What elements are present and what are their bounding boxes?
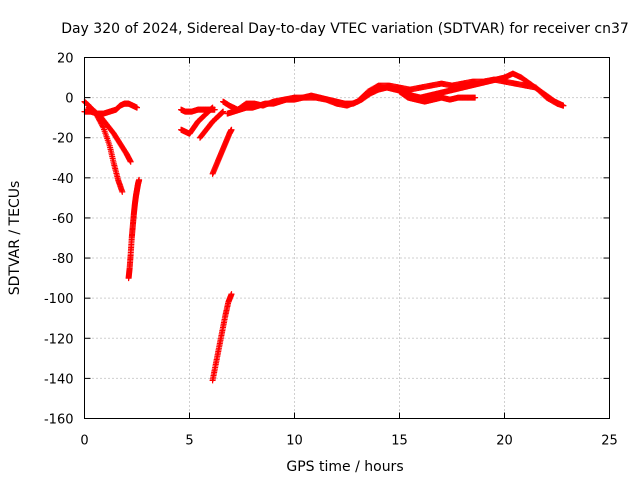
data-point [119, 188, 126, 195]
data-point [560, 102, 567, 109]
y-tick-label: -100 [44, 292, 74, 307]
y-tick-label: -80 [52, 252, 73, 267]
x-tick-label: 10 [286, 434, 303, 449]
grid-lines [84, 57, 610, 419]
series-track-h [209, 291, 235, 384]
series-track-f [178, 106, 218, 115]
y-tick-label: -60 [52, 212, 73, 227]
y-tick-label: -160 [44, 413, 74, 428]
chart-title: Day 320 of 2024, Sidereal Day-to-day VTE… [61, 21, 629, 37]
data-point [220, 108, 227, 115]
x-tick-labels: 0 5 10 15 20 25 [80, 434, 617, 449]
data-point [134, 104, 140, 111]
y-axis-label: SDTVAR / TECUs [7, 181, 23, 296]
data-point [127, 158, 134, 165]
y-tick-labels: 20 0 -20 -40 -60 -80 -100 -120 -140 -160 [44, 52, 74, 428]
data-series [81, 70, 567, 384]
y-tick-label: 0 [65, 92, 73, 107]
data-point [228, 291, 235, 298]
series-track-d [81, 100, 140, 117]
axis-ticks [84, 57, 610, 419]
data-point-interp [99, 123, 106, 130]
y-tick-label: -20 [52, 132, 73, 147]
y-tick-label: 20 [57, 52, 74, 67]
series-track-c [125, 176, 143, 282]
series-track-k [224, 70, 567, 117]
x-tick-label: 0 [80, 434, 88, 449]
data-point [136, 176, 143, 183]
y-tick-label: -120 [44, 332, 74, 347]
plot-frame [84, 57, 610, 419]
series-track-j [220, 76, 567, 113]
x-tick-label: 25 [601, 434, 618, 449]
data-point [228, 126, 235, 133]
series-track-i [197, 108, 227, 141]
series-track-g [209, 126, 235, 177]
x-tick-label: 20 [496, 434, 513, 449]
series-track-l [396, 88, 479, 105]
x-axis-label: GPS time / hours [286, 459, 403, 475]
x-tick-label: 15 [391, 434, 408, 449]
x-tick-label: 5 [185, 434, 193, 449]
data-point [211, 106, 218, 113]
y-tick-label: -140 [44, 372, 74, 387]
data-point [472, 94, 479, 101]
y-tick-label: -40 [52, 172, 73, 187]
